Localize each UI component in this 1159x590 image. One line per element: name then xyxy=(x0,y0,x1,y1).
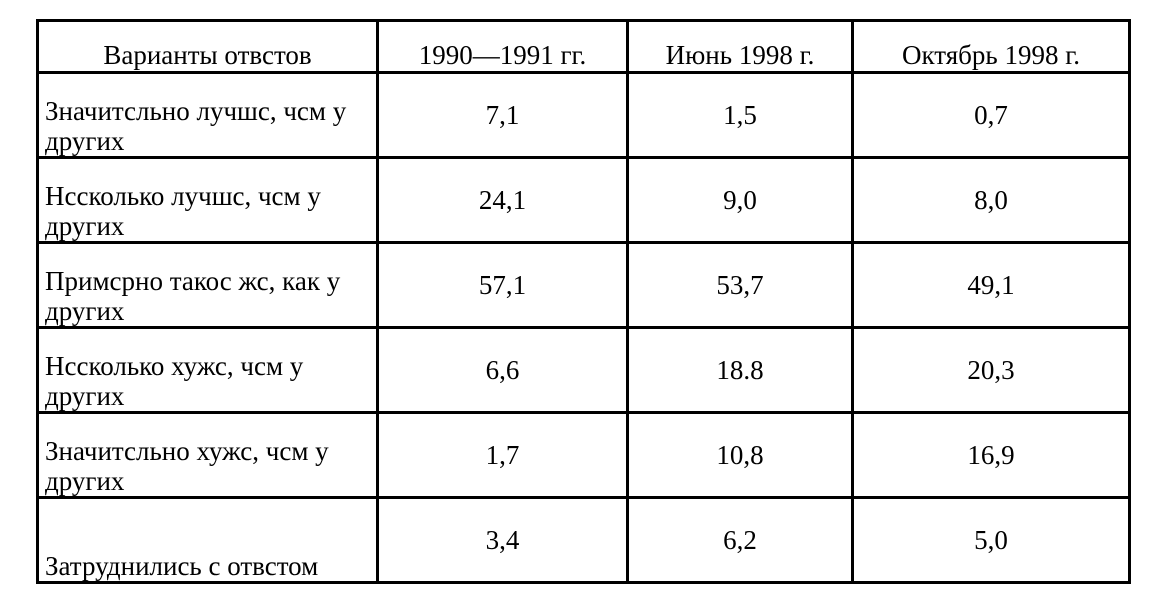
table-body: Значитсльно лучшс, чсм у других 7,1 1,5 0,7… xyxy=(36,71,1131,584)
cell-value: 16,9 xyxy=(851,411,1131,499)
column-header: 1990—1991 гг. xyxy=(376,19,629,74)
row-label: Значитсльно хужс, чсм у других xyxy=(36,411,379,499)
cell-value: 9,0 xyxy=(626,156,854,244)
cell-value: 20,3 xyxy=(851,326,1131,414)
cell-value: 10,8 xyxy=(626,411,854,499)
cell-value: 49,1 xyxy=(851,241,1131,329)
row-label: Значитсльно лучшс, чсм у других xyxy=(36,71,379,159)
table-row: Значитсльно лучшс, чсм у других 7,1 1,5 0,7 xyxy=(36,71,1131,159)
cell-value: 1,7 xyxy=(376,411,629,499)
cell-value: 8,0 xyxy=(851,156,1131,244)
table-row: Затруднились с отвстом 3,4 6,2 5,0 xyxy=(36,496,1131,584)
cell-value: 3,4 xyxy=(376,496,629,584)
cell-value: 1,5 xyxy=(626,71,854,159)
cell-value: 5,0 xyxy=(851,496,1131,584)
cell-value: 6,6 xyxy=(376,326,629,414)
row-label: Нссколько лучшс, чсм у других xyxy=(36,156,379,244)
column-header: Июнь 1998 г. xyxy=(626,19,854,74)
cell-value: 6,2 xyxy=(626,496,854,584)
table-row: Примсрно такос жс, как у других 57,1 53,7 4… xyxy=(36,241,1131,329)
column-header: Варианты отвстов xyxy=(36,19,379,74)
cell-value: 18.8 xyxy=(626,326,854,414)
row-label: Затруднились с отвстом xyxy=(36,496,379,584)
cell-value: 57,1 xyxy=(376,241,629,329)
table-row: Значитсльно хужс, чсм у других 1,7 10,8 16,… xyxy=(36,411,1131,499)
header-row: Варианты отвстов 1990—1991 гг. Июнь 1998 г… xyxy=(36,19,1131,74)
cell-value: 53,7 xyxy=(626,241,854,329)
cell-value: 7,1 xyxy=(376,71,629,159)
data-table: Варианты отвстов 1990—1991 гг. Июнь 1998 г… xyxy=(36,19,1131,584)
table-row: Нссколько лучшс, чсм у других 24,1 9,0 8,0 xyxy=(36,156,1131,244)
column-header: Октябрь 1998 г. xyxy=(851,19,1131,74)
row-label: Примсрно такос жс, как у других xyxy=(36,241,379,329)
cell-value: 0,7 xyxy=(851,71,1131,159)
table-header: Варианты отвстов 1990—1991 гг. Июнь 1998 г… xyxy=(36,19,1131,74)
cell-value: 24,1 xyxy=(376,156,629,244)
table-row: Нссколько хужс, чсм у других 6,6 18.8 20,3 xyxy=(36,326,1131,414)
row-label: Нссколько хужс, чсм у других xyxy=(36,326,379,414)
